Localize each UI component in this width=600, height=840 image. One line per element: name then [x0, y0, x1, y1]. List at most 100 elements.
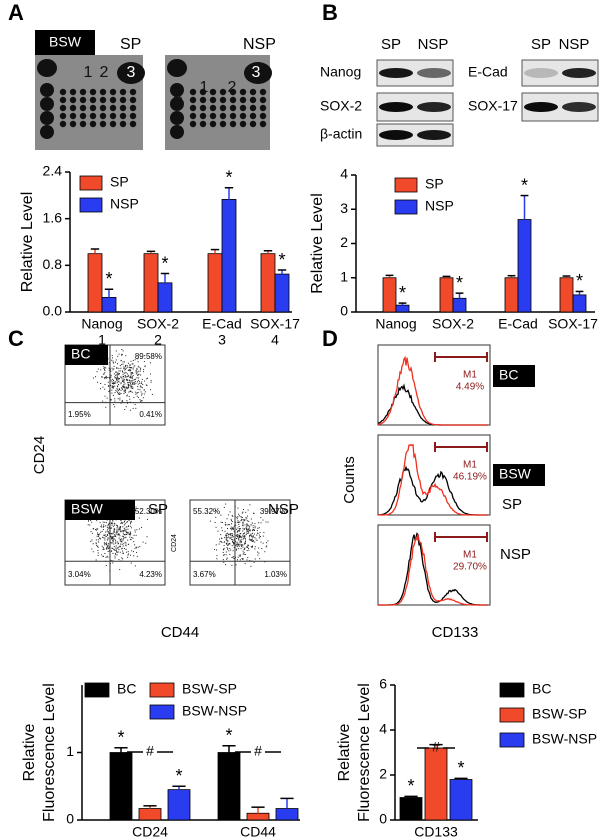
blot-spot: [109, 112, 117, 120]
event-dot: [215, 526, 217, 528]
ref-box: [35, 30, 95, 55]
event-dot: [230, 518, 232, 520]
event-dot: [91, 521, 93, 523]
event-dot: [118, 528, 120, 530]
event-dot: [141, 381, 143, 383]
event-dot: [107, 358, 109, 360]
bracket-label: #: [432, 739, 440, 755]
x-tick-label: CD24: [132, 824, 168, 840]
event-dot: [110, 399, 112, 401]
event-dot: [108, 390, 110, 392]
label: 4: [174, 88, 183, 105]
event-dot: [103, 534, 105, 536]
event-dot: [237, 556, 239, 558]
event-dot: [262, 535, 264, 537]
event-dot: [129, 369, 131, 371]
event-dot: [128, 382, 130, 384]
event-dot: [110, 398, 112, 400]
event-dot: [237, 530, 239, 532]
x-tick-label: E-Cad: [202, 316, 242, 332]
event-dot: [255, 538, 257, 540]
event-dot: [226, 537, 228, 539]
event-dot: [119, 388, 121, 390]
legend-label: NSP: [425, 198, 454, 214]
event-dot: [103, 525, 105, 527]
event-dot: [134, 565, 136, 567]
event-dot: [138, 366, 140, 368]
event-dot: [242, 535, 244, 537]
blot-spot: [99, 96, 107, 104]
event-dot: [239, 542, 241, 544]
error-bar: [263, 250, 273, 254]
event-dot: [114, 531, 116, 533]
event-dot: [216, 549, 218, 551]
event-dot: [240, 544, 242, 546]
x-tick-label: SOX-17: [250, 316, 300, 332]
event-dot: [103, 366, 105, 368]
event-dot: [131, 373, 133, 375]
event-dot: [117, 376, 119, 378]
event-dot: [116, 529, 118, 531]
blot-spot: [79, 112, 87, 120]
event-dot: [231, 539, 233, 541]
event-dot: [103, 534, 105, 536]
event-dot: [129, 398, 131, 400]
bar: [395, 304, 410, 313]
event-dot: [134, 509, 136, 511]
event-dot: [223, 553, 225, 555]
event-dot: [137, 397, 139, 399]
event-dot: [237, 507, 239, 509]
event-dot: [99, 521, 101, 523]
event-dot: [104, 539, 106, 541]
event-dot: [116, 552, 118, 554]
event-dot: [141, 393, 143, 395]
event-dot: [106, 547, 108, 549]
label: 39.97%: [260, 507, 287, 516]
event-dot: [124, 387, 126, 389]
label: 3.67%: [193, 570, 216, 579]
event-dot: [249, 526, 251, 528]
event-dot: [114, 398, 116, 400]
event-dot: [130, 562, 132, 564]
event-dot: [226, 534, 228, 536]
event-dot: [108, 526, 110, 528]
histogram-curve: [377, 355, 488, 426]
event-dot: [247, 524, 249, 526]
label: CD24: [171, 534, 178, 552]
label: 1.03%: [264, 570, 287, 579]
event-dot: [129, 376, 131, 378]
blot-spot: [259, 104, 267, 112]
event-dot: [111, 548, 113, 550]
event-dot: [222, 551, 224, 553]
event-dot: [231, 564, 233, 566]
blot-spot: [129, 88, 137, 96]
event-dot: [244, 548, 246, 550]
event-dot: [112, 552, 114, 554]
event-dot: [120, 543, 122, 545]
event-dot: [232, 550, 234, 552]
event-dot: [243, 533, 245, 535]
event-dot: [134, 403, 136, 405]
event-dot: [247, 529, 249, 531]
event-dot: [236, 535, 238, 537]
event-dot: [129, 536, 131, 538]
event-dot: [113, 373, 115, 375]
event-dot: [120, 531, 122, 533]
error-bar: [90, 248, 100, 254]
event-dot: [114, 406, 116, 408]
event-dot: [238, 548, 240, 550]
event-dot: [122, 385, 124, 387]
event-dot: [220, 514, 222, 516]
blot-spot: [219, 96, 227, 104]
blot-spot: [89, 120, 97, 128]
event-dot: [232, 535, 234, 537]
event-dot: [104, 534, 106, 536]
event-dot: [141, 382, 143, 384]
event-dot: [125, 533, 127, 535]
label: 3: [252, 64, 261, 81]
label: SP: [531, 36, 551, 53]
event-dot: [106, 555, 108, 557]
event-dot: [126, 532, 128, 534]
event-dot: [98, 537, 100, 539]
event-dot: [102, 529, 104, 531]
